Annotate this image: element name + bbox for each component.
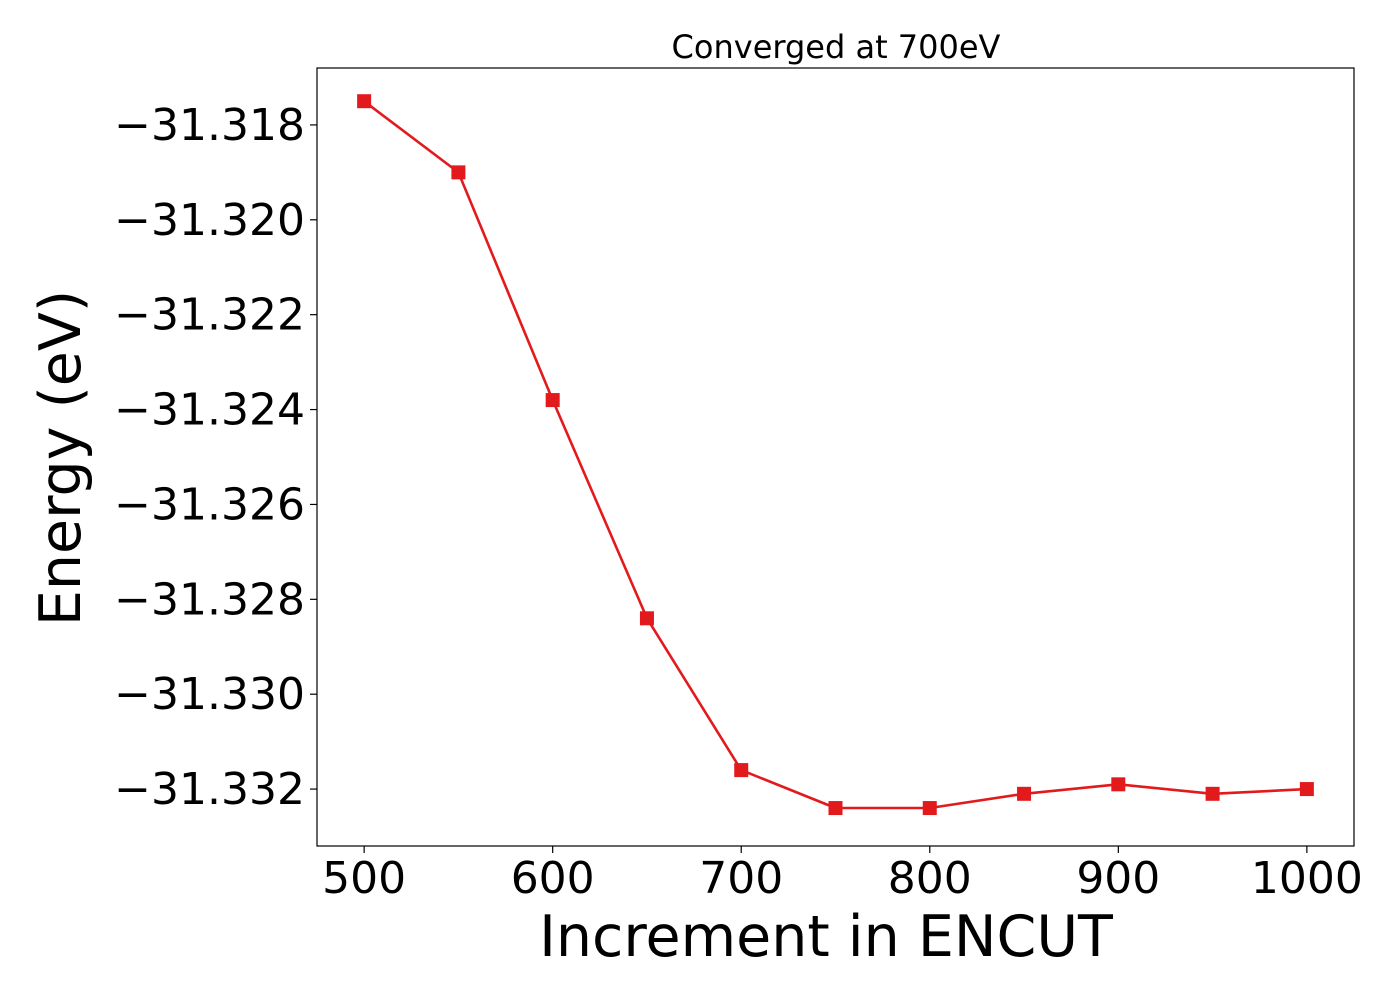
x-axis-label: Increment in ENCUT xyxy=(539,904,1113,970)
data-point-marker xyxy=(1205,786,1220,801)
y-axis-label: Energy (eV) xyxy=(28,290,94,626)
y-axis-ticks: −31.318 −31.320 −31.322 −31.324 −31.326 −31.3… xyxy=(114,100,317,815)
y-tick-label: −31.328 xyxy=(114,574,305,625)
data-point-marker xyxy=(451,165,466,180)
x-tick-label: 800 xyxy=(888,853,972,904)
data-point-marker xyxy=(1111,777,1126,792)
x-tick-label: 900 xyxy=(1076,853,1160,904)
x-tick-label: 600 xyxy=(511,853,595,904)
data-point-marker xyxy=(1299,782,1314,797)
x-axis-ticks: 500 600 700 800 900 1000 xyxy=(322,846,1363,904)
y-tick-label: −31.332 xyxy=(114,764,305,815)
data-point-marker xyxy=(545,393,560,408)
x-tick-label: 1000 xyxy=(1251,853,1363,904)
x-tick-label: 500 xyxy=(322,853,406,904)
y-tick-label: −31.324 xyxy=(114,385,305,436)
data-point-marker xyxy=(639,611,654,626)
y-tick-label: −31.318 xyxy=(114,100,305,151)
plot-area-frame xyxy=(316,67,1355,847)
chart-title: Converged at 700eV xyxy=(672,28,1001,66)
data-point-marker xyxy=(1017,786,1032,801)
data-point-marker xyxy=(922,801,937,816)
data-point-marker xyxy=(357,94,372,109)
y-tick-label: −31.320 xyxy=(114,195,305,246)
data-point-marker xyxy=(734,763,749,778)
series-layer xyxy=(357,94,1314,816)
y-tick-label: −31.330 xyxy=(114,669,305,720)
data-point-marker xyxy=(828,801,843,816)
y-tick-label: −31.322 xyxy=(114,290,305,341)
y-tick-label: −31.326 xyxy=(114,479,305,530)
x-tick-label: 700 xyxy=(699,853,783,904)
